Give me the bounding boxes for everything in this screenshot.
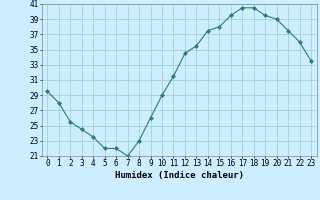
X-axis label: Humidex (Indice chaleur): Humidex (Indice chaleur) — [115, 171, 244, 180]
